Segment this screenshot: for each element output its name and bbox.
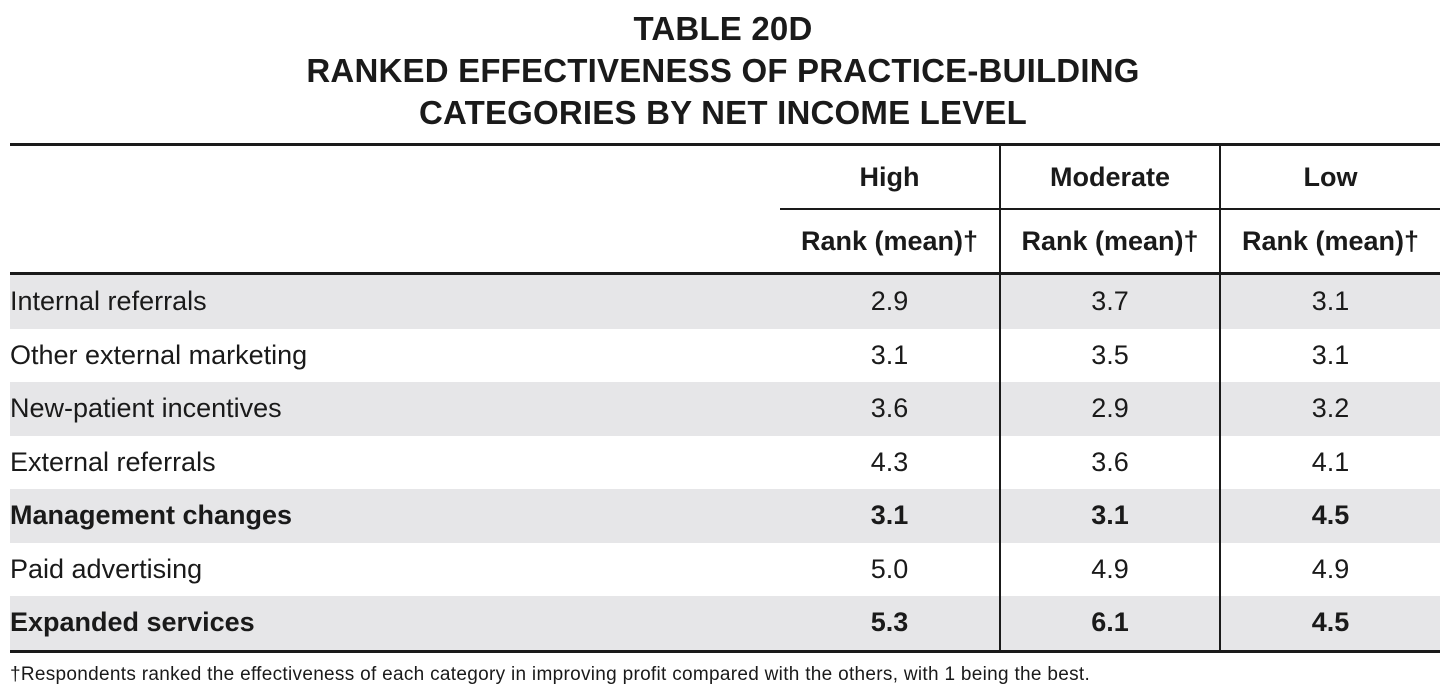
cell-high: 5.0 [780, 542, 1001, 596]
subheader-row: Rank (mean)† Rank (mean)† Rank (mean)† [10, 209, 1440, 275]
group-header-low: Low [1220, 144, 1440, 210]
row-label: Paid advertising [10, 553, 203, 584]
title-line-2: RANKED EFFECTIVENESS OF PRACTICE-BUILDIN… [306, 52, 1140, 89]
cell-high: 3.1 [780, 489, 1001, 543]
ranking-table: High Moderate Low Rank (mean)† Rank (mea… [10, 143, 1440, 653]
cell-low: 4.5 [1220, 596, 1440, 651]
footnote: †Respondents ranked the effectiveness of… [10, 664, 1091, 685]
subheader-blank [10, 209, 780, 275]
group-header-moderate: Moderate [1000, 144, 1221, 210]
row-label: External referrals [10, 446, 216, 477]
subheader-high: Rank (mean)† [780, 209, 1001, 275]
cell-moderate: 3.1 [1000, 489, 1221, 543]
cell-low: 4.1 [1311, 446, 1350, 477]
cell-low: 3.1 [1311, 339, 1350, 370]
subheader-low: Rank (mean)† [1220, 209, 1440, 275]
table-row: Expanded services 5.3 6.1 4.5 [10, 596, 1440, 651]
row-label: Expanded services [10, 596, 780, 651]
cell-high: 2.9 [780, 273, 1001, 329]
cell-low: 3.1 [1220, 273, 1440, 329]
title-line-1: TABLE 20D [633, 10, 813, 47]
cell-moderate: 3.7 [1000, 273, 1221, 329]
table-row: External referrals 4.3 3.6 4.1 [10, 435, 1440, 489]
table-title: TABLE 20D RANKED EFFECTIVENESS OF PRACTI… [0, 8, 1446, 134]
table-row: Management changes 3.1 3.1 4.5 [10, 489, 1440, 543]
cell-moderate: 2.9 [1000, 382, 1221, 436]
cell-moderate: 3.5 [1000, 328, 1221, 382]
cell-moderate: 6.1 [1000, 596, 1221, 651]
row-label: Management changes [10, 489, 780, 543]
cell-high: 3.1 [780, 328, 1001, 382]
row-label: New-patient incentives [10, 382, 780, 436]
group-header-row: High Moderate Low [10, 144, 1440, 210]
table-row: New-patient incentives 3.6 2.9 3.2 [10, 382, 1440, 436]
cell-low: 4.5 [1220, 489, 1440, 543]
title-line-3: CATEGORIES BY NET INCOME LEVEL [418, 94, 1027, 131]
cell-high: 4.3 [780, 435, 1001, 489]
table-row: Other external marketing 3.1 3.5 3.1 [10, 328, 1440, 382]
group-header-high: High [780, 144, 1001, 210]
cell-high: 5.3 [780, 596, 1001, 651]
cell-moderate: 3.6 [1000, 435, 1221, 489]
table-body: Internal referrals 2.9 3.7 3.1 Other externa… [10, 273, 1440, 651]
cell-low: 3.2 [1220, 382, 1440, 436]
table-row: Paid advertising 5.0 4.9 4.9 [10, 542, 1440, 596]
header-blank [10, 145, 780, 210]
row-label: Internal referrals [10, 273, 780, 329]
cell-moderate: 4.9 [1000, 542, 1221, 596]
row-label: Other external marketing [10, 339, 308, 370]
subheader-moderate: Rank (mean)† [1000, 209, 1221, 275]
table-row: Internal referrals 2.9 3.7 3.1 [10, 273, 1440, 329]
cell-low: 4.9 [1311, 553, 1350, 584]
cell-high: 3.6 [780, 382, 1001, 436]
